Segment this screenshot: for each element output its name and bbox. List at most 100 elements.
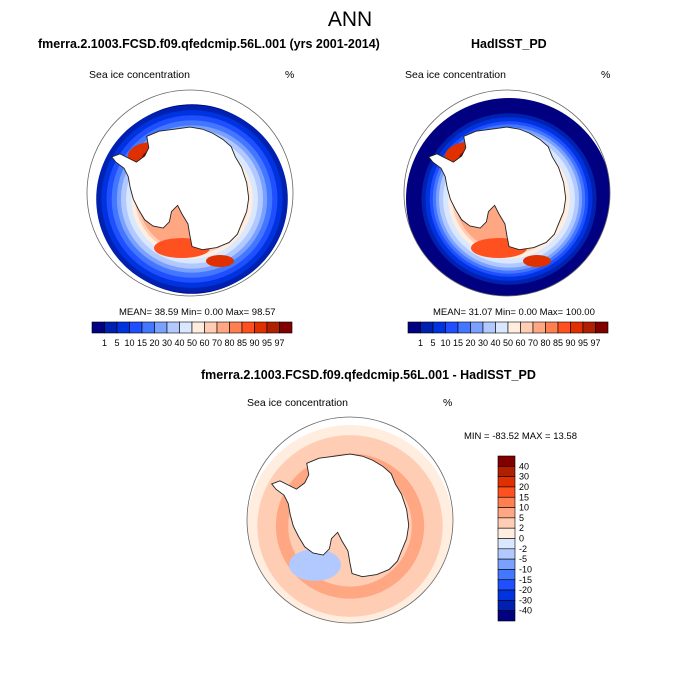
colorbar-segment	[445, 321, 459, 334]
colorbar-tick-label: 30	[519, 472, 529, 482]
panel-1-title: fmerra.2.1003.FCSD.f09.qfedcmip.56L.001 …	[38, 37, 380, 51]
colorbar-segment	[154, 321, 168, 334]
panel-1-variable-label: Sea ice concentration	[89, 69, 190, 81]
panel-2-stats: MEAN= 31.07 Min= 0.00 Max= 100.00	[433, 307, 595, 318]
colorbar-tick-label: 20	[519, 482, 529, 492]
colorbar-segment	[482, 321, 496, 334]
colorbar-segment	[497, 486, 516, 498]
colorbar-tick-label: 30	[478, 338, 488, 348]
colorbar-segment	[104, 321, 118, 334]
colorbar-tick-label: 20	[149, 338, 159, 348]
colorbar-tick-label: 5	[114, 338, 119, 348]
colorbar-tick-label: 30	[162, 338, 172, 348]
colorbar-tick-label: 90	[565, 338, 575, 348]
panel-1-stats: MEAN= 38.59 Min= 0.00 Max= 98.57	[119, 307, 276, 318]
panel-2-colorbar: 1 5 10 15 20 30 40 50 60 70 80 85 90 95 97	[407, 321, 609, 348]
colorbar-tick-label: 80	[540, 338, 550, 348]
colorbar-tick-label: 10	[519, 503, 529, 513]
colorbar-tick-label: -5	[519, 554, 527, 564]
colorbar-tick-label: 40	[174, 338, 184, 348]
panel-1-units-label: %	[285, 69, 295, 81]
colorbar-segment	[457, 321, 471, 334]
colorbar-segment	[91, 321, 105, 334]
colorbar-tick-label: 97	[590, 338, 600, 348]
colorbar-segment	[497, 507, 516, 519]
panel-3-stats: MIN = -83.52 MAX = 13.58	[464, 431, 578, 442]
ross-sea-ice-core	[523, 255, 551, 267]
colorbar-tick-label: 5	[519, 513, 524, 523]
colorbar-tick-label: 10	[440, 338, 450, 348]
colorbar-tick-label: -10	[519, 564, 532, 574]
colorbar-tick-label: 50	[503, 338, 513, 348]
colorbar-segment	[497, 476, 516, 488]
antarctica-coastline	[110, 126, 250, 251]
colorbar-tick-label: 85	[553, 338, 563, 348]
colorbar-tick-label: -30	[519, 595, 532, 605]
panel-1-map	[86, 89, 294, 297]
colorbar-segment	[497, 610, 516, 622]
colorbar-segment	[116, 321, 130, 334]
colorbar-segment	[557, 321, 571, 334]
colorbar-segment	[570, 321, 584, 334]
colorbar-segment	[545, 321, 559, 334]
panel-1-colorbar: 1 5 10 15 20 30 40 50 60 70 80 85 90 95 97	[91, 321, 293, 348]
colorbar-segment	[497, 517, 516, 529]
colorbar-segment	[497, 569, 516, 581]
colorbar-segment	[241, 321, 255, 334]
antarctica-coastline	[427, 126, 567, 251]
colorbar-segment	[229, 321, 243, 334]
colorbar-segment	[520, 321, 534, 334]
colorbar-segment	[497, 579, 516, 591]
colorbar-tick-label: 60	[515, 338, 525, 348]
colorbar-tick-label: -2	[519, 544, 527, 554]
colorbar-segment	[497, 455, 516, 467]
colorbar-segment	[179, 321, 193, 334]
colorbar-segment	[420, 321, 434, 334]
colorbar-segment	[497, 558, 516, 570]
colorbar-tick-label: -15	[519, 575, 532, 585]
colorbar-tick-label: 15	[519, 492, 529, 502]
colorbar-segment	[495, 321, 509, 334]
amundsen-sea-negative-anomaly	[289, 549, 341, 581]
colorbar-segment	[497, 538, 516, 550]
colorbar-segment	[279, 321, 293, 334]
figure-title: ANN	[327, 8, 373, 31]
colorbar-tick-label: 10	[124, 338, 134, 348]
colorbar-tick-label: 90	[249, 338, 259, 348]
colorbar-segment	[582, 321, 596, 334]
panel-2-variable-label: Sea ice concentration	[405, 69, 506, 81]
colorbar-tick-label: 50	[187, 338, 197, 348]
colorbar-segment	[129, 321, 143, 334]
colorbar-tick-label: 60	[199, 338, 209, 348]
colorbar-tick-label: 1	[418, 338, 423, 348]
colorbar-tick-label: 2	[519, 523, 524, 533]
colorbar-segment	[497, 548, 516, 560]
colorbar-segment	[204, 321, 218, 334]
colorbar-segment	[497, 600, 516, 611]
colorbar-tick-label: 85	[237, 338, 247, 348]
colorbar-segment	[191, 321, 205, 334]
colorbar-segment	[532, 321, 546, 334]
panel-3-variable-label: Sea ice concentration	[247, 397, 348, 409]
panel-3-map	[246, 416, 454, 624]
map-border	[403, 89, 611, 297]
colorbar-tick-label: 80	[224, 338, 234, 348]
colorbar-segment	[254, 321, 268, 334]
colorbar-segment	[595, 321, 609, 334]
colorbar-tick-label: 97	[274, 338, 284, 348]
colorbar-tick-label: 0	[519, 534, 524, 544]
colorbar-tick-label: 5	[430, 338, 435, 348]
colorbar-tick-label: 15	[137, 338, 147, 348]
antarctica-coastline	[270, 453, 410, 578]
colorbar-segment	[166, 321, 180, 334]
colorbar-tick-label: 95	[262, 338, 272, 348]
colorbar-segment	[497, 466, 516, 477]
panel-2-units-label: %	[601, 69, 611, 81]
colorbar-segment	[497, 589, 516, 601]
colorbar-tick-label: 70	[528, 338, 538, 348]
map-border	[246, 416, 454, 624]
colorbar-tick-label: 20	[465, 338, 475, 348]
map-border	[86, 89, 294, 297]
colorbar-segment	[470, 321, 484, 334]
